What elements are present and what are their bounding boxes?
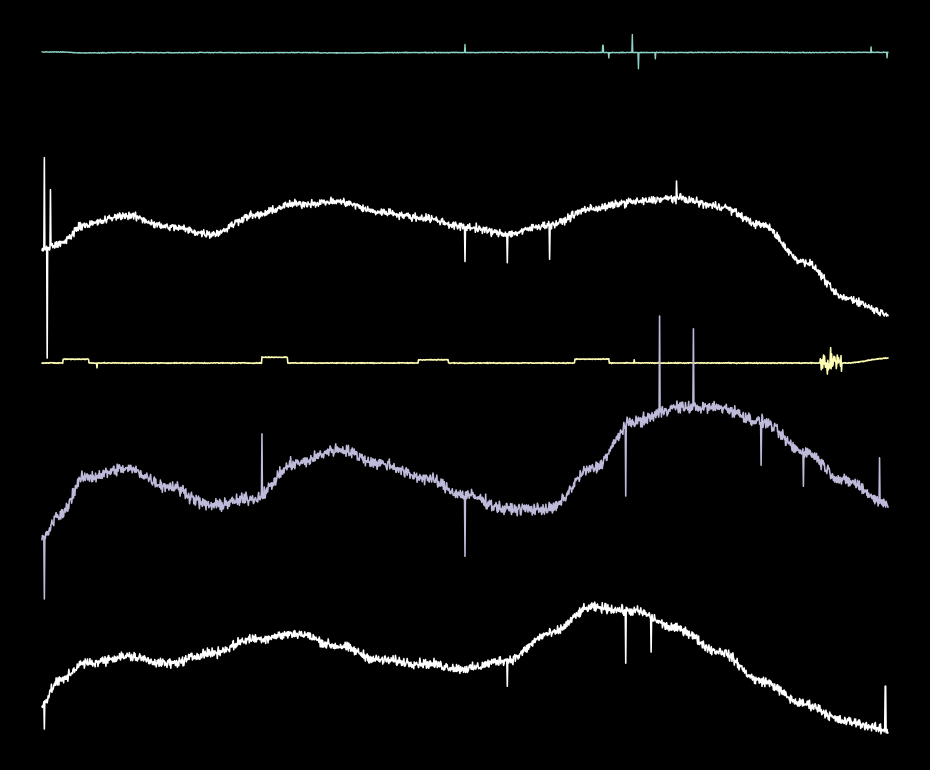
trace-channel-2 xyxy=(41,156,889,359)
trace-channel-5 xyxy=(41,601,889,735)
trace-group xyxy=(41,33,889,735)
trace-channel-4 xyxy=(41,315,889,600)
trace-channel-1 xyxy=(41,33,889,70)
trace-channel-3 xyxy=(41,346,889,375)
